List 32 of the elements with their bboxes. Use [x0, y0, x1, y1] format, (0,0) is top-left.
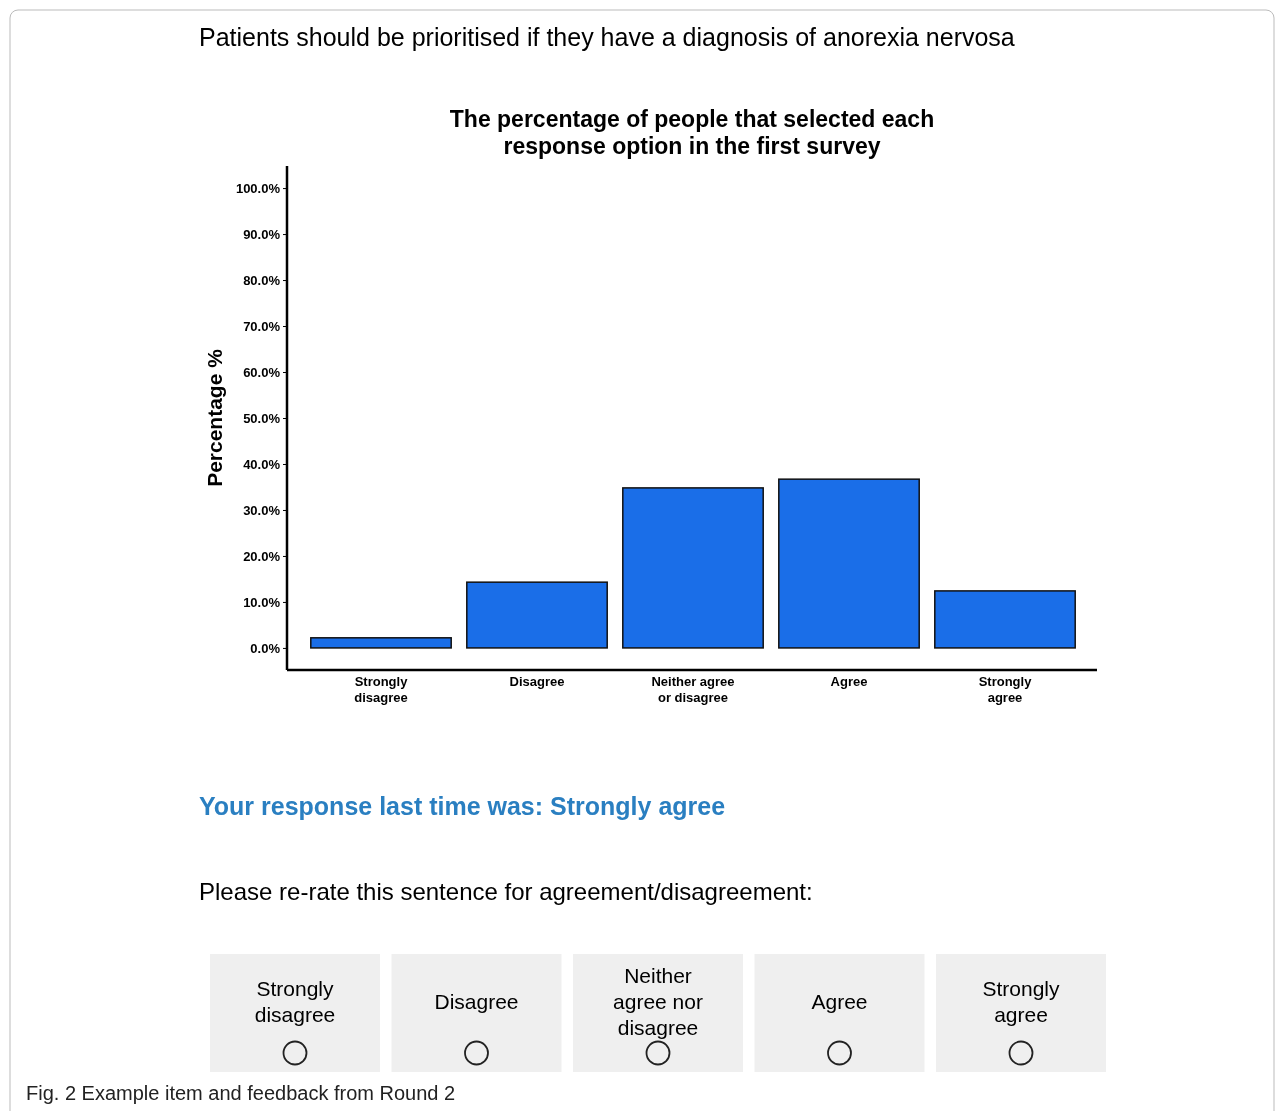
text: Neither agree nor disagree [613, 964, 703, 1039]
y-tick-label: 50.0% [243, 410, 281, 426]
y-tick-label: 90.0% [243, 226, 281, 242]
y-tick-label: 40.0% [243, 456, 281, 472]
caption: Fig. 2 Example item and feedback from Round 2 [26, 1082, 456, 1104]
bar [310, 637, 452, 649]
y-tick-label: 60.0% [243, 364, 281, 380]
text: Strongly agree [982, 977, 1061, 1026]
y-tick-label: 20.0% [243, 548, 281, 564]
x-tick-label: Strongly agree [978, 674, 1033, 705]
text: Your response last time was: Strongly agree [199, 792, 726, 820]
y-tick-label: 100.0% [235, 180, 281, 196]
y-tick-label: 70.0% [243, 318, 281, 334]
x-tick-label: Disagree [509, 674, 565, 689]
y-tick-label: 10.0% [243, 594, 281, 610]
text: Disagree [434, 990, 519, 1013]
y-tick-label: 80.0% [243, 272, 281, 288]
x-tick-label: Neither agree or disagree [651, 674, 735, 705]
text: Patients should be prioritised if they have a diagnosis of anorexia nervosa [199, 23, 1015, 51]
y-tick-label: 0.0% [250, 640, 281, 656]
y-axis-title: Percentage % [203, 348, 226, 487]
x-tick-label: Strongly disagree [354, 674, 409, 705]
bar [934, 590, 1076, 649]
chart-title: The percentage of people that selected each response option in the first survey [449, 106, 935, 159]
text: Agree [811, 990, 868, 1013]
x-tick-label: Agree [830, 674, 868, 689]
y-tick-label: 30.0% [243, 502, 281, 518]
text: Please re-rate this sentence for agreement/disagreement: [199, 878, 813, 905]
bar [466, 581, 608, 649]
text: Strongly disagree [254, 977, 336, 1026]
bar [778, 478, 920, 649]
bar [622, 487, 764, 649]
